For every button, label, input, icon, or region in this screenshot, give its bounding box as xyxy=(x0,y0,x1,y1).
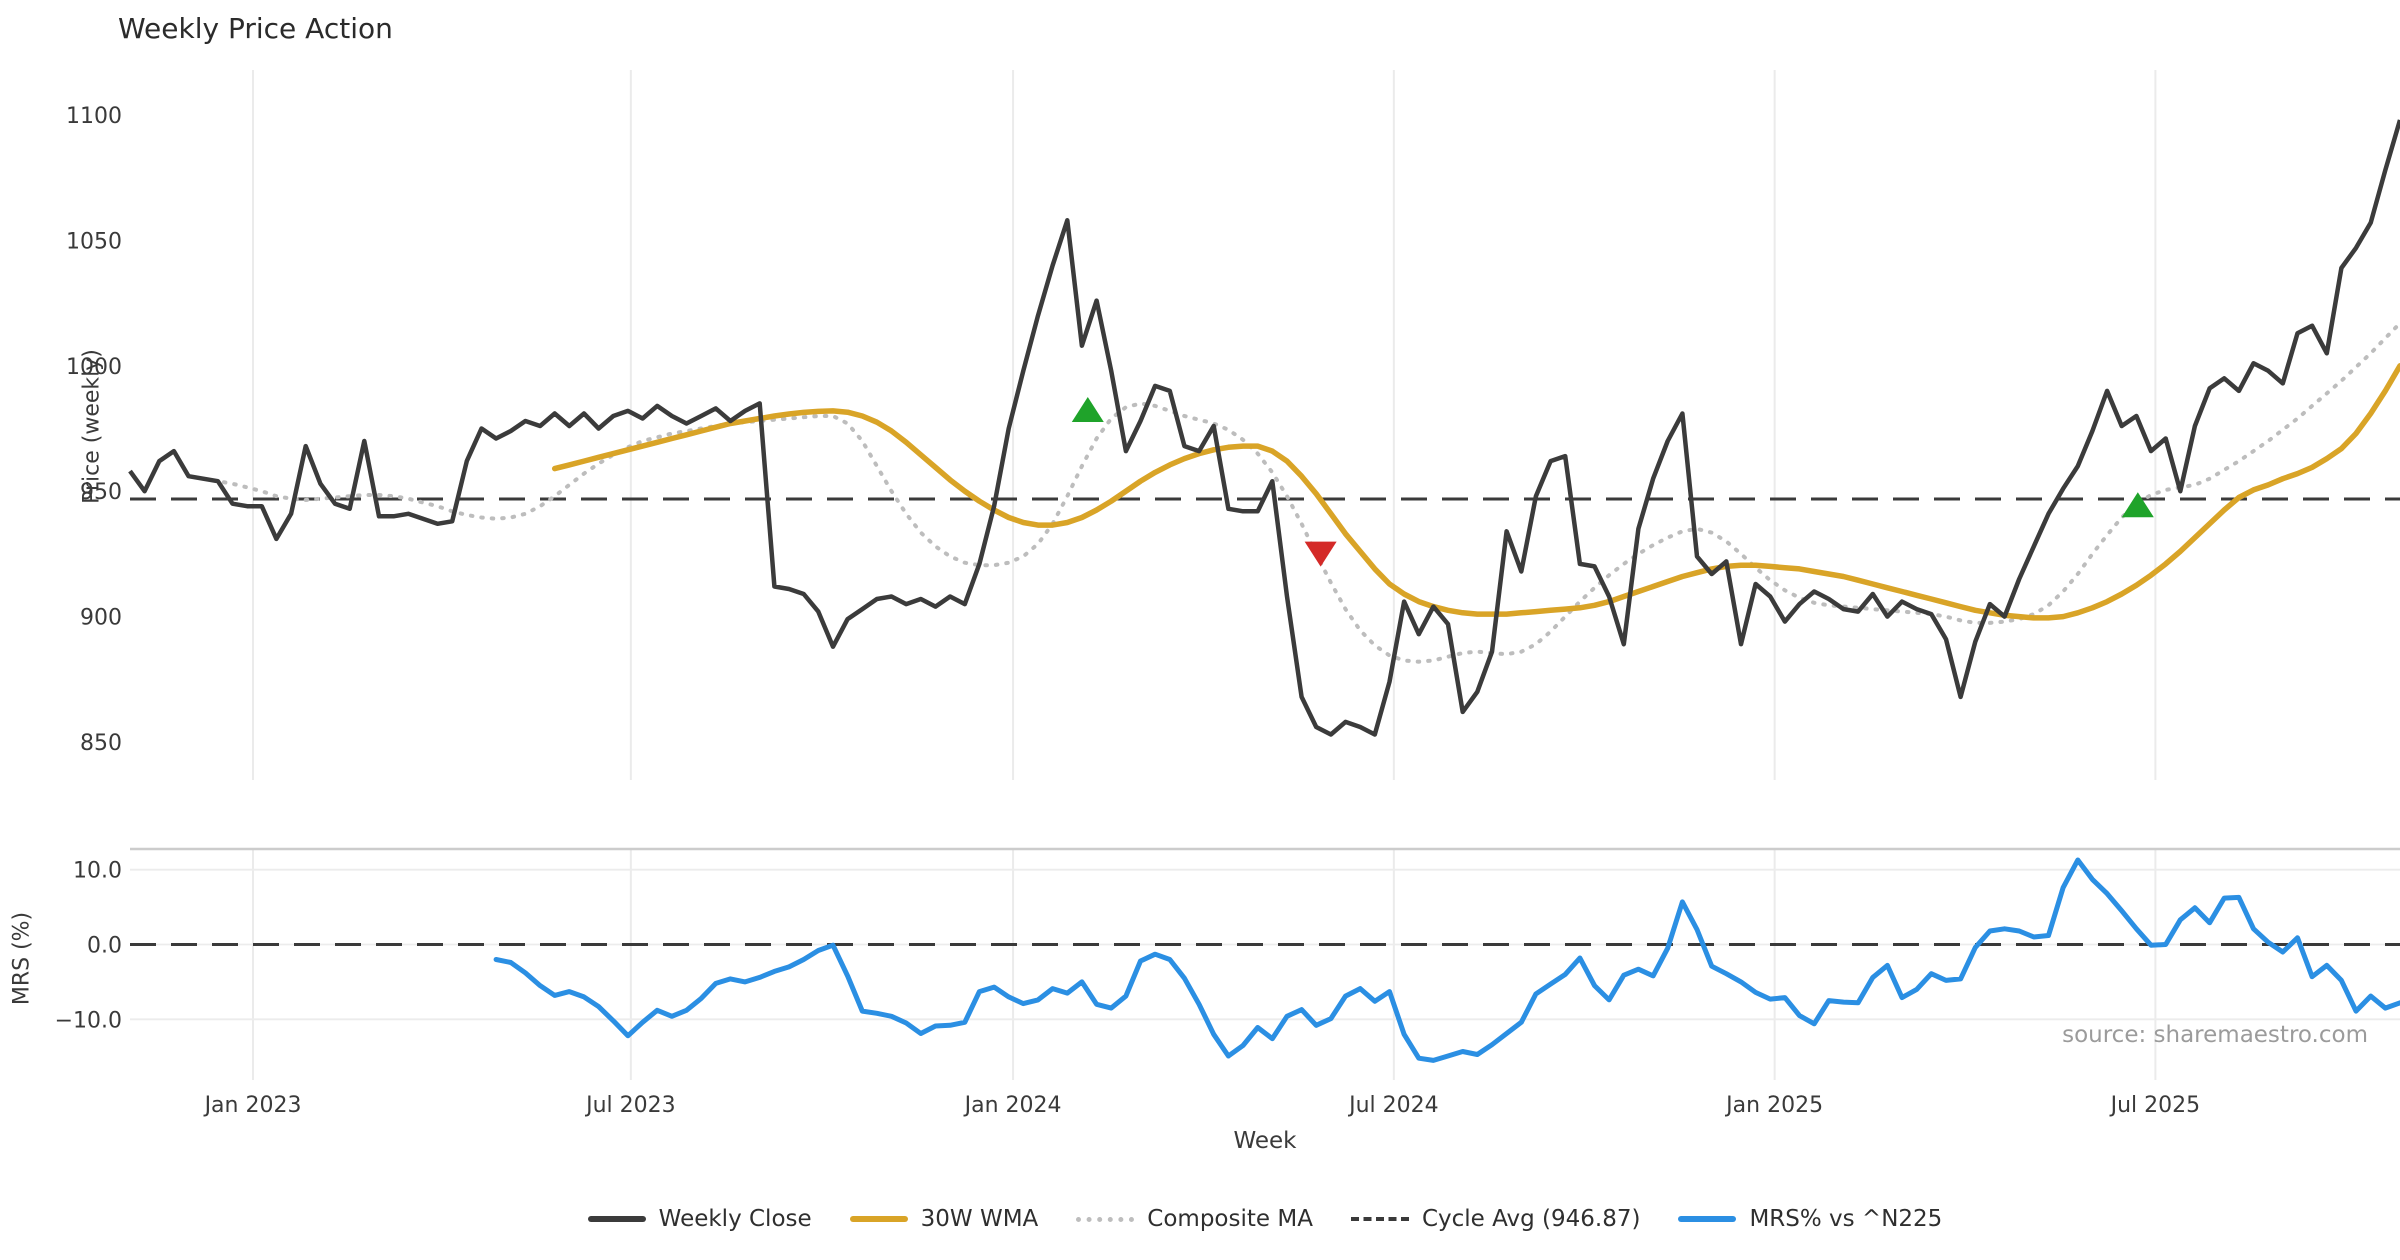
wma-30w-line xyxy=(551,363,2400,621)
price-y-tick-label: 950 xyxy=(80,480,122,505)
cycle-avg-line-swatch-icon xyxy=(1350,1217,1409,1221)
legend-label: MRS% vs ^N225 xyxy=(1749,1206,1943,1232)
sell-signal-triangle-icon xyxy=(1304,541,1337,567)
x-axis-title: Week xyxy=(1233,1128,1297,1154)
price-y-tick-label: 1050 xyxy=(66,229,122,254)
legend-item-composite-ma: Composite MA xyxy=(1076,1206,1313,1232)
legend-label: Weekly Close xyxy=(658,1206,812,1232)
legend-label: 30W WMA xyxy=(920,1206,1039,1232)
mrs-axis-title: MRS (%) xyxy=(9,911,35,1006)
price-y-tick-label: 850 xyxy=(80,731,122,756)
x-tick-label: Jul 2024 xyxy=(1347,1093,1439,1118)
buy-signal-triangle-icon xyxy=(1071,396,1104,422)
x-tick-label: Jul 2023 xyxy=(584,1093,676,1118)
weekly-close-line xyxy=(128,119,2400,737)
x-tick-label: Jul 2025 xyxy=(2109,1093,2201,1118)
legend-item-cycle-avg: Cycle Avg (946.87) xyxy=(1350,1206,1641,1232)
wma-line-swatch-icon xyxy=(849,1216,908,1222)
legend-label: Cycle Avg (946.87) xyxy=(1421,1206,1641,1232)
price-axis-title: Price (weekly) xyxy=(79,349,105,504)
legend-item-weekly-close: Weekly Close xyxy=(587,1206,812,1232)
x-tick-label: Jan 2023 xyxy=(203,1093,302,1118)
x-tick-label: Jan 2024 xyxy=(963,1093,1062,1118)
legend-item-mrs: MRS% vs ^N225 xyxy=(1678,1206,1942,1232)
page-title: Weekly Price Action xyxy=(118,12,393,45)
mrs-y-tick-label: 0.0 xyxy=(87,934,122,959)
legend-item-30w-wma: 30W WMA xyxy=(849,1206,1039,1232)
legend-label: Composite MA xyxy=(1147,1206,1313,1232)
mrs-line xyxy=(493,857,2400,1063)
price-y-tick-label: 900 xyxy=(80,606,122,631)
composite-ma-line xyxy=(201,321,2400,664)
source-watermark: source: sharemaestro.com xyxy=(2062,1022,2368,1048)
mrs-y-tick-label: −10.0 xyxy=(55,1008,122,1033)
price-y-tick-label: 1000 xyxy=(66,355,122,380)
price-y-tick-label: 1100 xyxy=(66,104,122,129)
weekly-close-line-swatch-icon xyxy=(587,1216,646,1222)
legend: Weekly Close 30W WMA Composite MA Cycle … xyxy=(130,1206,2400,1232)
mrs-line-swatch-icon xyxy=(1678,1216,1737,1222)
buy-signal-triangle-icon xyxy=(2121,492,2154,518)
composite-ma-line-swatch-icon xyxy=(1076,1216,1135,1222)
mrs-y-tick-label: 10.0 xyxy=(73,859,122,884)
x-tick-label: Jan 2025 xyxy=(1724,1093,1823,1118)
